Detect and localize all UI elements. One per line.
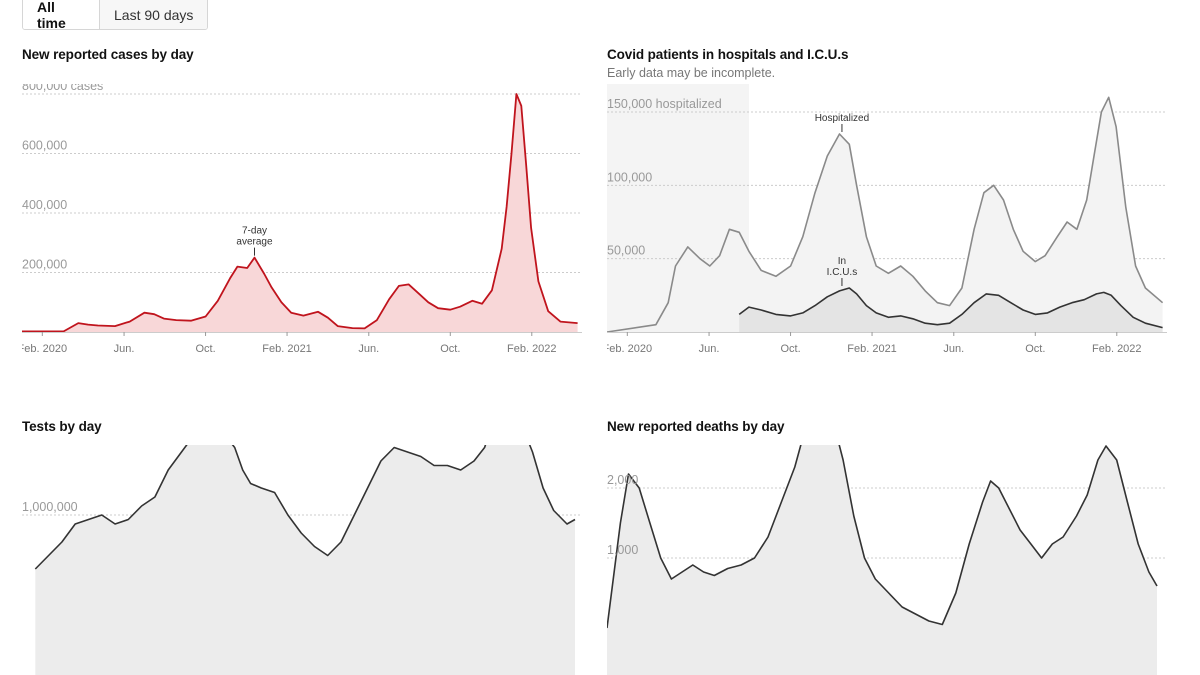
- tests-chart-title: Tests by day: [22, 419, 102, 434]
- y-tick-label: 50,000: [607, 244, 645, 258]
- y-tick-label: 200,000: [22, 258, 67, 272]
- annotation-label: I.C.U.s: [827, 267, 858, 278]
- y-tick-label: 100,000: [607, 170, 652, 184]
- x-tick-label: Jun.: [699, 343, 720, 355]
- deaths-area: [607, 445, 1157, 675]
- y-tick-label: 1,000: [607, 543, 638, 557]
- icu-area: [739, 288, 1163, 332]
- y-tick-label: 2,000: [607, 473, 638, 487]
- x-tick-label: Jun.: [114, 343, 135, 355]
- annotation-label: In: [838, 256, 846, 267]
- y-tick-label: 1,000,000: [22, 500, 78, 514]
- hospital-chart-title: Covid patients in hospitals and I.C.U.s: [607, 47, 849, 62]
- toggle-all-time[interactable]: All time: [23, 0, 99, 29]
- x-tick-label: Feb. 2022: [1092, 343, 1142, 355]
- cases-line: [22, 93, 578, 333]
- y-tick-label: 600,000: [22, 139, 67, 153]
- time-range-toggle: All time Last 90 days: [22, 0, 209, 30]
- x-tick-label: Feb. 2022: [507, 343, 557, 355]
- toggle-last-90-days[interactable]: Last 90 days: [99, 0, 208, 29]
- x-tick-label: Jun.: [943, 343, 964, 355]
- deaths-chart-title: New reported deaths by day: [607, 419, 785, 434]
- x-tick-label: Oct.: [1025, 343, 1045, 355]
- hospitalized-line: [607, 96, 1164, 333]
- hospital-chart-subtitle: Early data may be incomplete.: [607, 66, 776, 80]
- y-tick-label: 800,000 cases: [22, 84, 103, 93]
- tests-area: [35, 445, 575, 675]
- tests-line: [34, 445, 576, 570]
- x-tick-label: Feb. 2021: [847, 343, 897, 355]
- x-tick-label: Feb. 2020: [607, 343, 652, 355]
- x-tick-label: Oct.: [780, 343, 800, 355]
- y-tick-label: 400,000: [22, 198, 67, 212]
- cases-chart-title: New reported cases by day: [22, 47, 194, 62]
- x-tick-label: Oct.: [195, 343, 215, 355]
- x-tick-label: Oct.: [440, 343, 460, 355]
- annotation-label: 7-day: [242, 226, 267, 237]
- cases-chart: 200,000 400,000 600,000 800,000 cases Feb. 2…: [22, 84, 582, 355]
- x-tick-label: Feb. 2020: [22, 343, 67, 355]
- hospitalized-area: [607, 97, 1163, 332]
- y-tick-label: 150,000 hospitalized: [607, 97, 722, 111]
- annotation-label: Hospitalized: [815, 113, 869, 124]
- x-tick-label: Feb. 2021: [262, 343, 312, 355]
- x-tick-label: Jun.: [358, 343, 379, 355]
- deaths-line: [607, 445, 1158, 629]
- annotation-label: average: [236, 237, 273, 248]
- icu-line: [738, 287, 1163, 329]
- hospital-chart: 50,000 100,000 150,000 hospitalized Feb. 20…: [607, 84, 1167, 355]
